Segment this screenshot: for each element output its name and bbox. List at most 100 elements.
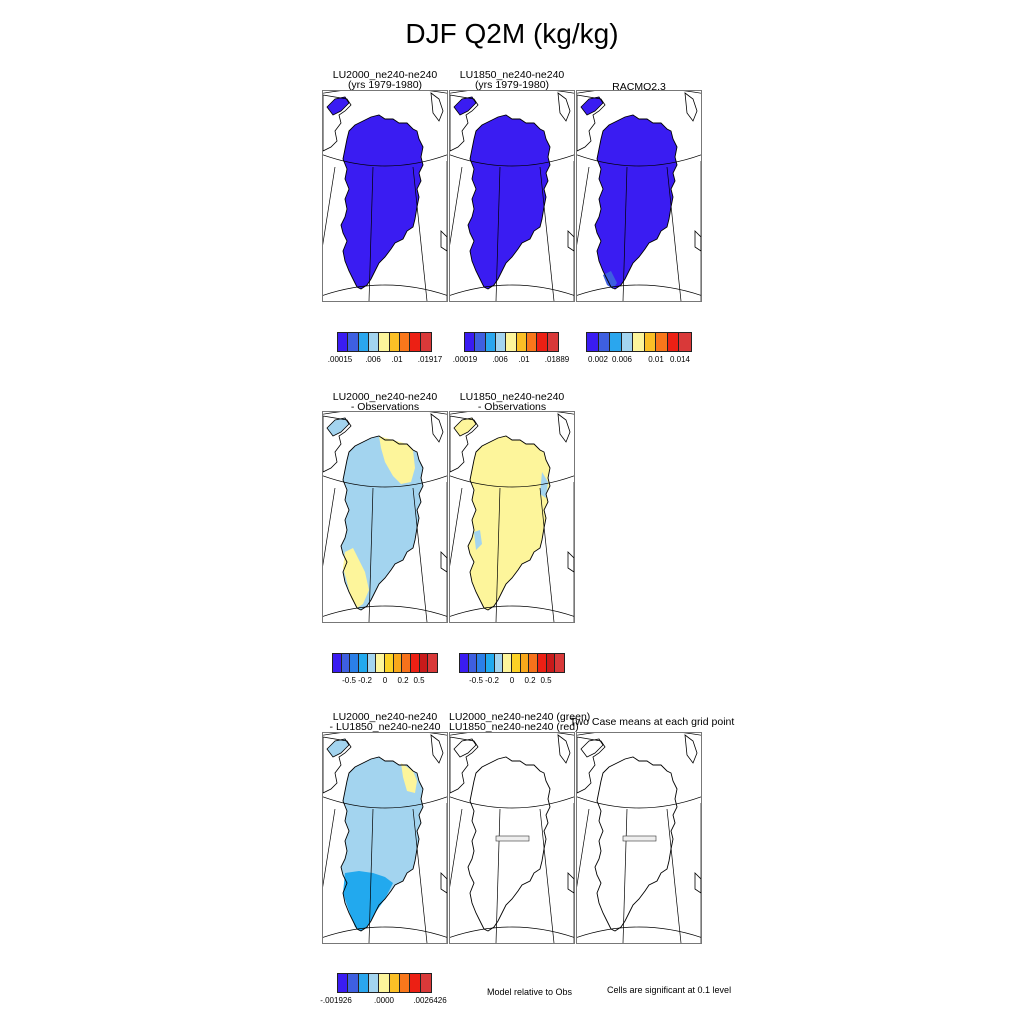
greenland-coastline — [467, 756, 551, 932]
panel-title-r2c1: LU2000_ne240-ne240 - Observations — [322, 391, 448, 413]
island-coastline — [453, 738, 477, 758]
canada-coastline — [450, 415, 479, 473]
colorbar-label: 0 — [509, 676, 515, 685]
island-coastline — [580, 738, 604, 758]
greenland-coastline — [594, 114, 678, 290]
canada-coastline — [577, 736, 606, 794]
anomaly-patch — [379, 436, 415, 484]
panel-title-r1c1: LU2000_ne240-ne240 (yrs 1979-1980) — [322, 69, 448, 91]
colorbar-swatch — [389, 333, 400, 351]
iceland-coastline — [567, 230, 574, 252]
longitude-line — [450, 808, 463, 888]
ice-sheet-fill — [468, 115, 550, 289]
colorbar-swatch — [379, 974, 390, 992]
iceland-coastline — [567, 872, 574, 894]
panel-title-r3c3: Two Case means at each grid point — [552, 717, 752, 728]
latitude-line — [323, 796, 447, 809]
colorbar-label: 0.5 — [413, 676, 425, 685]
colorbar-swatch — [389, 974, 400, 992]
colorbar-label: 0 — [382, 676, 388, 685]
panel-title-line1: LU2000_ne240-ne240 — [332, 391, 438, 403]
map-panel-case-means — [449, 732, 575, 944]
longitude-line — [495, 808, 501, 943]
panel-title-r1c3: RACMO2.3 — [576, 82, 702, 93]
map-panel-lu2000 — [322, 90, 448, 302]
colorbar-swatch — [520, 654, 530, 672]
colorbar-r2c2 — [459, 653, 565, 673]
latitude-line — [450, 926, 574, 938]
colorbar-swatch — [477, 654, 486, 672]
longitude-line — [539, 487, 555, 622]
svalbard-coastline — [430, 734, 444, 764]
colorbar-swatch — [358, 333, 369, 351]
panel-title-line1: LU1850_ne240-ne240 — [459, 69, 565, 81]
colorbar-swatch — [485, 654, 495, 672]
ice-sheet-fill — [468, 436, 550, 610]
colorbar-label: .01889 — [544, 355, 570, 364]
colorbar-swatch — [537, 333, 548, 351]
greenland-coastline — [340, 114, 424, 290]
svalbard-coastline — [557, 413, 571, 443]
colorbar-swatch — [475, 333, 486, 351]
anomaly-patch — [401, 763, 417, 793]
panel-title-line1: LU1850_ne240-ne240 — [459, 391, 565, 403]
latitude-line — [450, 154, 574, 167]
colorbar-label: .01 — [518, 355, 530, 364]
latitude-line — [323, 284, 447, 296]
panel-title-line1: LU2000_ne240-ne240 — [332, 69, 438, 81]
colorbar-swatch — [485, 333, 496, 351]
colorbar-swatch — [511, 654, 521, 672]
panel-title-line1: LU2000_ne240-ne240 — [332, 711, 438, 723]
colorbar-swatch — [621, 333, 634, 351]
panel-title-line2: - LU1850_ne240-ne240 — [329, 721, 441, 733]
latitude-line — [577, 796, 701, 809]
colorbar-r1c2 — [464, 332, 559, 352]
colorbar-swatch — [610, 333, 622, 351]
island-coastline — [453, 96, 477, 116]
latitude-line — [577, 284, 701, 296]
anomaly-patch — [540, 472, 548, 498]
longitude-line — [577, 166, 590, 246]
svalbard-coastline — [430, 92, 444, 122]
colorbar-label: 0.006 — [611, 355, 633, 364]
colorbar-swatch — [503, 654, 512, 672]
latitude-line — [450, 412, 574, 415]
ice-sheet-fill — [595, 115, 677, 289]
latitude-line — [450, 475, 574, 488]
canada-coastline — [577, 94, 606, 152]
panel-title-r3c1: LU2000_ne240-ne240 - LU1850_ne240-ne240 — [322, 711, 448, 733]
latitude-line — [450, 605, 574, 617]
island-coastline — [580, 96, 604, 116]
colorbar-label: .01 — [391, 355, 403, 364]
anomaly-patch — [343, 871, 393, 931]
map-panel-racmo — [576, 90, 702, 302]
colorbar-swatch — [410, 654, 420, 672]
colorbar-label: -0.2 — [485, 676, 499, 685]
colorbar-label: -.001926 — [320, 996, 352, 1005]
colorbar-label: 0.002 — [587, 355, 609, 364]
latitude-line — [323, 91, 447, 94]
greenland-coastline — [594, 756, 678, 932]
colorbar-label: .00015 — [327, 355, 353, 364]
colorbar-swatch — [633, 333, 645, 351]
colorbar-swatch — [341, 654, 351, 672]
map-panel-lu2000-obs — [322, 411, 448, 623]
iceland-coastline — [567, 551, 574, 573]
colorbar-label: .01917 — [417, 355, 443, 364]
colorbar-label: .00019 — [452, 355, 478, 364]
iceland-coastline — [440, 230, 447, 252]
colorbar-swatch — [348, 974, 359, 992]
latitude-line — [450, 284, 574, 296]
colorbar-label: 0.2 — [524, 676, 536, 685]
colorbar-r1c3 — [586, 332, 692, 352]
island-coastline — [326, 738, 350, 758]
latitude-line — [323, 605, 447, 617]
latitude-line — [323, 475, 447, 488]
latitude-line — [577, 154, 701, 167]
colorbar-swatch — [468, 654, 478, 672]
marker-legend-box — [622, 835, 657, 842]
panel-title-r1c2: LU1850_ne240-ne240 (yrs 1979-1980) — [449, 69, 575, 91]
colorbar-r1c1 — [337, 332, 432, 352]
longitude-line — [622, 166, 628, 301]
colorbar-swatch — [506, 333, 517, 351]
